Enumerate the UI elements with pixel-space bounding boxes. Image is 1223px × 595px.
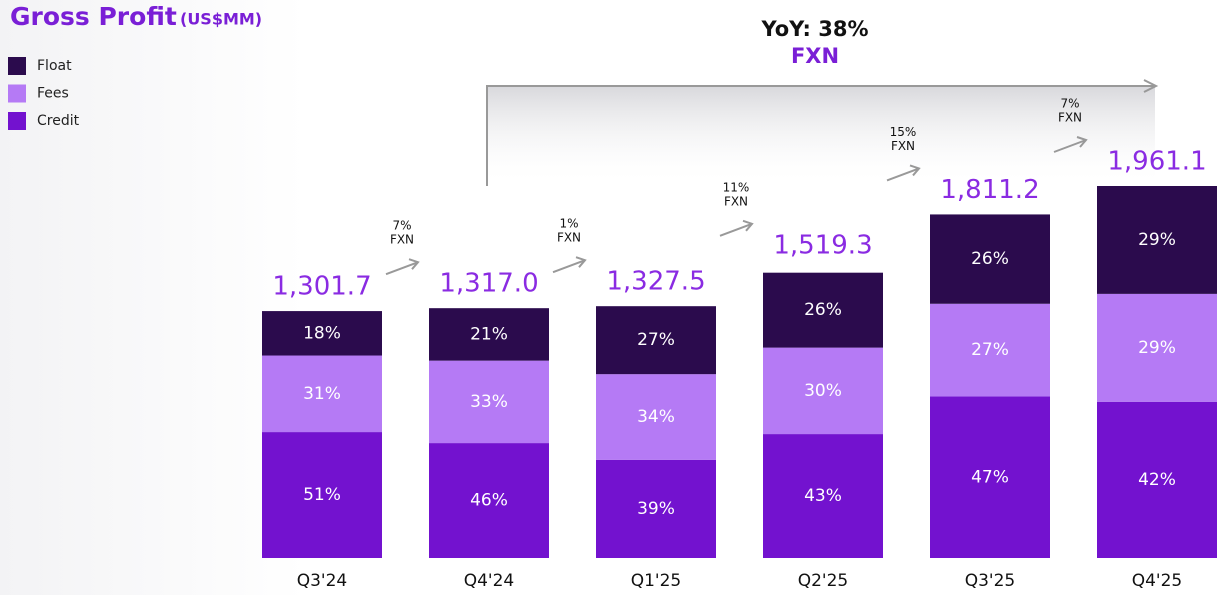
- legend-swatch: [8, 57, 26, 75]
- bar-segment: [429, 308, 549, 361]
- x-tick-label: Q3'25: [965, 571, 1016, 591]
- growth-arrow: [552, 259, 586, 274]
- segment-label: 34%: [637, 407, 675, 427]
- yoy-arrowhead: [1143, 79, 1159, 93]
- bar-segment: [763, 347, 883, 435]
- segment-label: 46%: [470, 491, 508, 511]
- chart-unit: (US$MM): [180, 10, 262, 29]
- bar-segment: [930, 303, 1050, 397]
- total-label: 1,519.3: [773, 230, 872, 260]
- bar-segment: [763, 272, 883, 348]
- bar-segment: [596, 374, 716, 460]
- total-label: 1,961.1: [1107, 147, 1206, 177]
- growth-basis: FXN: [557, 231, 581, 245]
- segment-label: 47%: [971, 467, 1009, 487]
- segment-label: 51%: [303, 485, 341, 505]
- segment-label: 42%: [1138, 470, 1176, 490]
- growth-basis: FXN: [724, 194, 748, 208]
- x-tick-label: Q1'25: [631, 571, 682, 591]
- x-tick-label: Q2'25: [798, 571, 849, 591]
- growth-basis: FXN: [1058, 111, 1082, 125]
- bar-segment: [1097, 293, 1217, 402]
- bar-segment: [930, 396, 1050, 558]
- growth-arrowhead: [909, 164, 921, 177]
- bar-segment: [763, 434, 883, 558]
- growth-arrowhead: [575, 256, 587, 268]
- x-tick-label: Q4'25: [1132, 571, 1183, 591]
- growth-arrow: [385, 261, 419, 276]
- growth-arrow: [719, 222, 753, 237]
- legend-swatch: [8, 84, 26, 103]
- bar-segment: [930, 214, 1050, 304]
- x-tick-label: Q3'24: [297, 571, 348, 591]
- bar-segment: [262, 355, 382, 433]
- total-label: 1,327.5: [606, 267, 705, 297]
- growth-arrowhead: [1076, 136, 1088, 148]
- bar-segment: [429, 443, 549, 558]
- total-label: 1,811.2: [940, 175, 1039, 205]
- bar-segment: [262, 311, 382, 356]
- growth-basis: FXN: [891, 139, 915, 153]
- total-label: 1,301.7: [272, 272, 371, 302]
- growth-label: 7%: [392, 219, 411, 233]
- bracket-shade: [487, 86, 1155, 186]
- legend-label: Credit: [37, 113, 80, 129]
- growth-arrowhead: [408, 258, 420, 270]
- bar-segment: [596, 306, 716, 375]
- chart-title: Gross Profit: [10, 2, 177, 31]
- growth-label: 1%: [559, 217, 578, 231]
- growth-arrow: [886, 167, 920, 182]
- segment-label: 33%: [470, 392, 508, 412]
- segment-label: 18%: [303, 323, 341, 343]
- bar-segment: [1097, 186, 1217, 294]
- bar-segment: [429, 360, 549, 444]
- bar-segment: [596, 459, 716, 558]
- legend-swatch: [8, 112, 26, 130]
- segment-label: 29%: [1138, 230, 1176, 250]
- bar-segment: [1097, 401, 1217, 558]
- yoy-bracket: [486, 85, 1155, 186]
- segment-label: 27%: [971, 340, 1009, 360]
- segment-label: 30%: [804, 381, 842, 401]
- yoy-label: YoY: 38%: [760, 17, 868, 41]
- segment-label: 39%: [637, 499, 675, 519]
- x-tick-label: Q4'24: [464, 571, 515, 591]
- segment-label: 43%: [804, 486, 842, 506]
- growth-basis: FXN: [390, 233, 414, 247]
- growth-arrow: [1053, 139, 1087, 153]
- legend-label: Fees: [37, 86, 69, 102]
- segment-label: 31%: [303, 384, 341, 404]
- growth-label: 7%: [1060, 97, 1079, 111]
- yoy-basis: FXN: [791, 44, 839, 68]
- growth-label: 11%: [723, 180, 750, 194]
- segment-label: 26%: [971, 249, 1009, 269]
- segment-label: 26%: [804, 300, 842, 320]
- total-label: 1,317.0: [439, 269, 538, 299]
- segment-label: 27%: [637, 330, 675, 350]
- segment-label: 21%: [470, 324, 508, 344]
- growth-label: 15%: [890, 125, 917, 139]
- legend-label: Float: [37, 58, 72, 74]
- bar-segment: [262, 432, 382, 558]
- segment-label: 29%: [1138, 338, 1176, 358]
- growth-arrowhead: [742, 219, 754, 232]
